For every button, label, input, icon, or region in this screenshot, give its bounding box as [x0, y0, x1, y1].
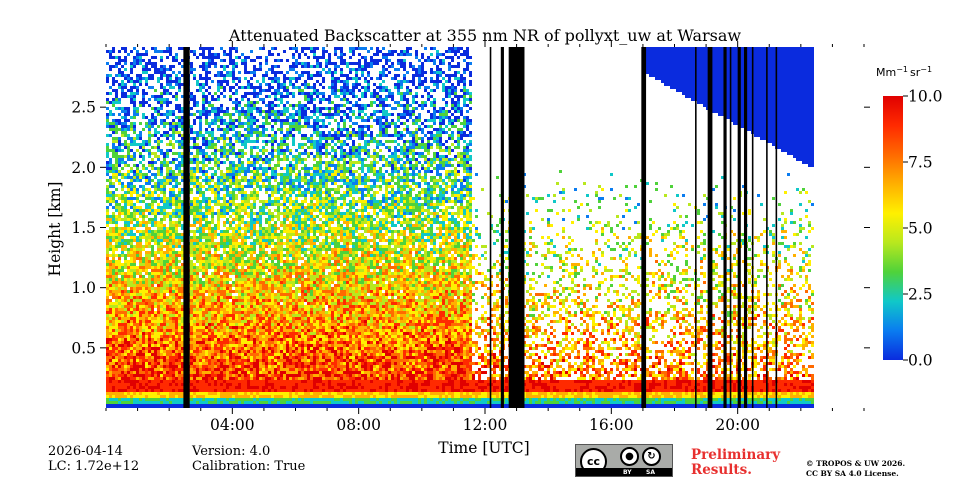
no-data-gap	[489, 47, 492, 408]
y-tick-label: 1.5	[71, 219, 96, 237]
copyright-line2: CC BY SA 4.0 License.	[806, 469, 899, 478]
heatmap-cells	[106, 83, 814, 404]
colorbar-unit-exp2: −1	[920, 65, 932, 74]
no-data-gap	[775, 47, 778, 408]
no-data-gap	[508, 47, 525, 408]
preliminary-line1: Preliminary	[691, 447, 781, 463]
footer-lc: LC: 1.72e+12	[48, 459, 140, 474]
no-data-gap	[737, 47, 741, 408]
x-tick-label: 08:00	[336, 416, 381, 434]
colorbar-unit-exp1: −1	[896, 65, 908, 74]
colorbar	[883, 96, 903, 360]
colorbar-tick-label: 2.5	[908, 286, 933, 304]
x-tick-label: 16:00	[589, 416, 634, 434]
backscatter-heatmap	[106, 47, 814, 408]
y-tick-label: 2.5	[71, 99, 96, 117]
sa-share-alike-icon: ↻	[642, 447, 661, 466]
footer-date: 2026-04-14	[48, 444, 123, 459]
cc-by-sa-logo: cc ● ↻ BY SA	[575, 444, 673, 477]
y-axis: 0.5 1.0 1.5 2.0 2.5	[71, 99, 870, 357]
no-data-gap	[766, 47, 768, 408]
footer-version-block: Version: 4.0 Calibration: True	[192, 444, 305, 474]
colorbar-tick-label: 5.0	[908, 220, 933, 238]
x-axis: 04:00 08:00 12:00 16:00 20:00	[105, 41, 865, 434]
heatmap-cells	[106, 47, 814, 408]
cc-icon: cc	[580, 448, 607, 475]
x-tick-label: 04:00	[210, 416, 255, 434]
preliminary-line2: Results.	[691, 462, 752, 478]
no-data-gap	[751, 47, 754, 408]
no-data-gaps	[183, 47, 778, 408]
no-data-gap	[723, 47, 727, 408]
x-tick-label: 20:00	[715, 416, 760, 434]
colorbar-ticks: 0.0 2.5 5.0 7.5 10.0	[903, 88, 943, 370]
by-person-icon: ●	[620, 447, 639, 466]
colorbar-unit-base: Mm	[876, 66, 896, 79]
no-data-gap	[707, 47, 713, 408]
footer-calibration: Calibration: True	[192, 459, 306, 474]
preliminary-notice: Preliminary Results.	[691, 448, 780, 478]
colorbar-unit-mid: sr	[910, 66, 921, 79]
y-axis-label: Height [km]	[46, 182, 64, 277]
y-tick-label: 1.0	[71, 279, 96, 297]
cc-by-label: BY	[623, 469, 632, 476]
x-axis-label: Time [UTC]	[438, 439, 529, 457]
copyright-line1: © TROPOS & UW 2026.	[806, 459, 906, 468]
no-data-gap	[183, 47, 190, 408]
no-data-gap	[729, 47, 732, 408]
no-data-gap	[695, 47, 697, 408]
colorbar-tick-label: 7.5	[908, 154, 933, 172]
colorbar-tick-label: 10.0	[908, 88, 943, 106]
x-tick-label: 12:00	[463, 416, 508, 434]
colorbar-unit: Mm−1 sr−1	[876, 65, 932, 79]
cc-label-strip: BY SA	[576, 468, 672, 476]
heatmap-cells	[106, 161, 814, 398]
chart-title: Attenuated Backscatter at 355 nm NR of p…	[228, 26, 741, 45]
heatmap-cells	[106, 122, 814, 365]
footer-left: 2026-04-14 LC: 1.72e+12	[48, 444, 139, 474]
heatmap-cells	[106, 47, 811, 404]
copyright: © TROPOS & UW 2026. CC BY SA 4.0 License…	[806, 459, 905, 479]
heatmap-cells	[106, 203, 814, 398]
footer-version: Version: 4.0	[192, 444, 271, 459]
heatmap-cells	[106, 281, 814, 392]
no-data-gap	[743, 47, 748, 408]
colorbar-tick-label: 0.0	[908, 352, 933, 370]
heatmap-cells	[106, 320, 814, 392]
no-data-gap	[500, 47, 504, 408]
y-tick-label: 0.5	[71, 339, 96, 357]
y-tick-label: 2.0	[71, 159, 96, 177]
no-data-gap	[641, 47, 647, 408]
cc-sa-label: SA	[646, 469, 655, 476]
